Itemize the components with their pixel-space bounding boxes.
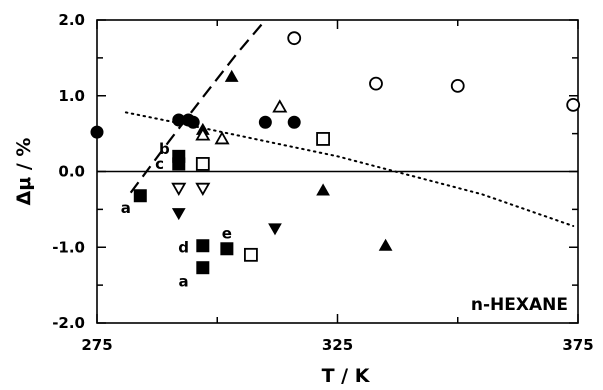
open-square-marker (245, 249, 257, 261)
filled-circle-marker (288, 116, 300, 128)
y-axis-title: Δμ / % (13, 138, 35, 206)
y-tick-label: 2.0 (58, 11, 85, 29)
filled-circle-marker (259, 116, 271, 128)
filled-square-marker (197, 240, 209, 252)
open-triangle-up-marker (216, 133, 228, 144)
y-tick-label: 0.0 (58, 163, 85, 181)
filled-square-marker (221, 243, 233, 255)
annotation-label: a (179, 272, 189, 290)
annotation-label: c (155, 155, 164, 173)
filled-triangle-down-marker (269, 224, 281, 235)
filled-square-marker (197, 262, 209, 274)
open-circle-marker (370, 78, 382, 90)
y-tick-label: -2.0 (52, 314, 85, 332)
open-circle-marker (567, 99, 579, 111)
filled-triangle-up-marker (317, 184, 329, 195)
open-square-marker (317, 133, 329, 145)
filled-triangle-up-marker (226, 71, 238, 82)
open-triangle-up-marker (274, 101, 286, 112)
y-tick-label: 1.0 (58, 87, 85, 105)
x-tick-label: 375 (562, 336, 593, 354)
x-tick-label: 275 (81, 336, 112, 354)
open-square-marker (197, 158, 209, 170)
filled-triangle-up-marker (380, 240, 392, 251)
open-circle-marker (288, 32, 300, 44)
annotation-label: a (121, 199, 131, 217)
annotation-label: d (178, 238, 189, 256)
filled-square-marker (173, 158, 185, 170)
filled-circle-marker (187, 116, 199, 128)
filled-triangle-down-marker (173, 209, 185, 220)
annotation-label: e (222, 225, 232, 243)
dotted-curve (126, 112, 573, 226)
filled-circle-marker (91, 126, 103, 138)
x-tick-label: 325 (322, 336, 353, 354)
open-triangle-down-marker (173, 184, 185, 195)
open-triangle-down-marker (197, 184, 209, 195)
inset-label: n-HEXANE (471, 295, 568, 315)
x-axis-title: T / K (322, 365, 371, 387)
y-tick-label: -1.0 (52, 238, 85, 256)
filled-square-marker (134, 190, 146, 202)
open-circle-marker (452, 80, 464, 92)
